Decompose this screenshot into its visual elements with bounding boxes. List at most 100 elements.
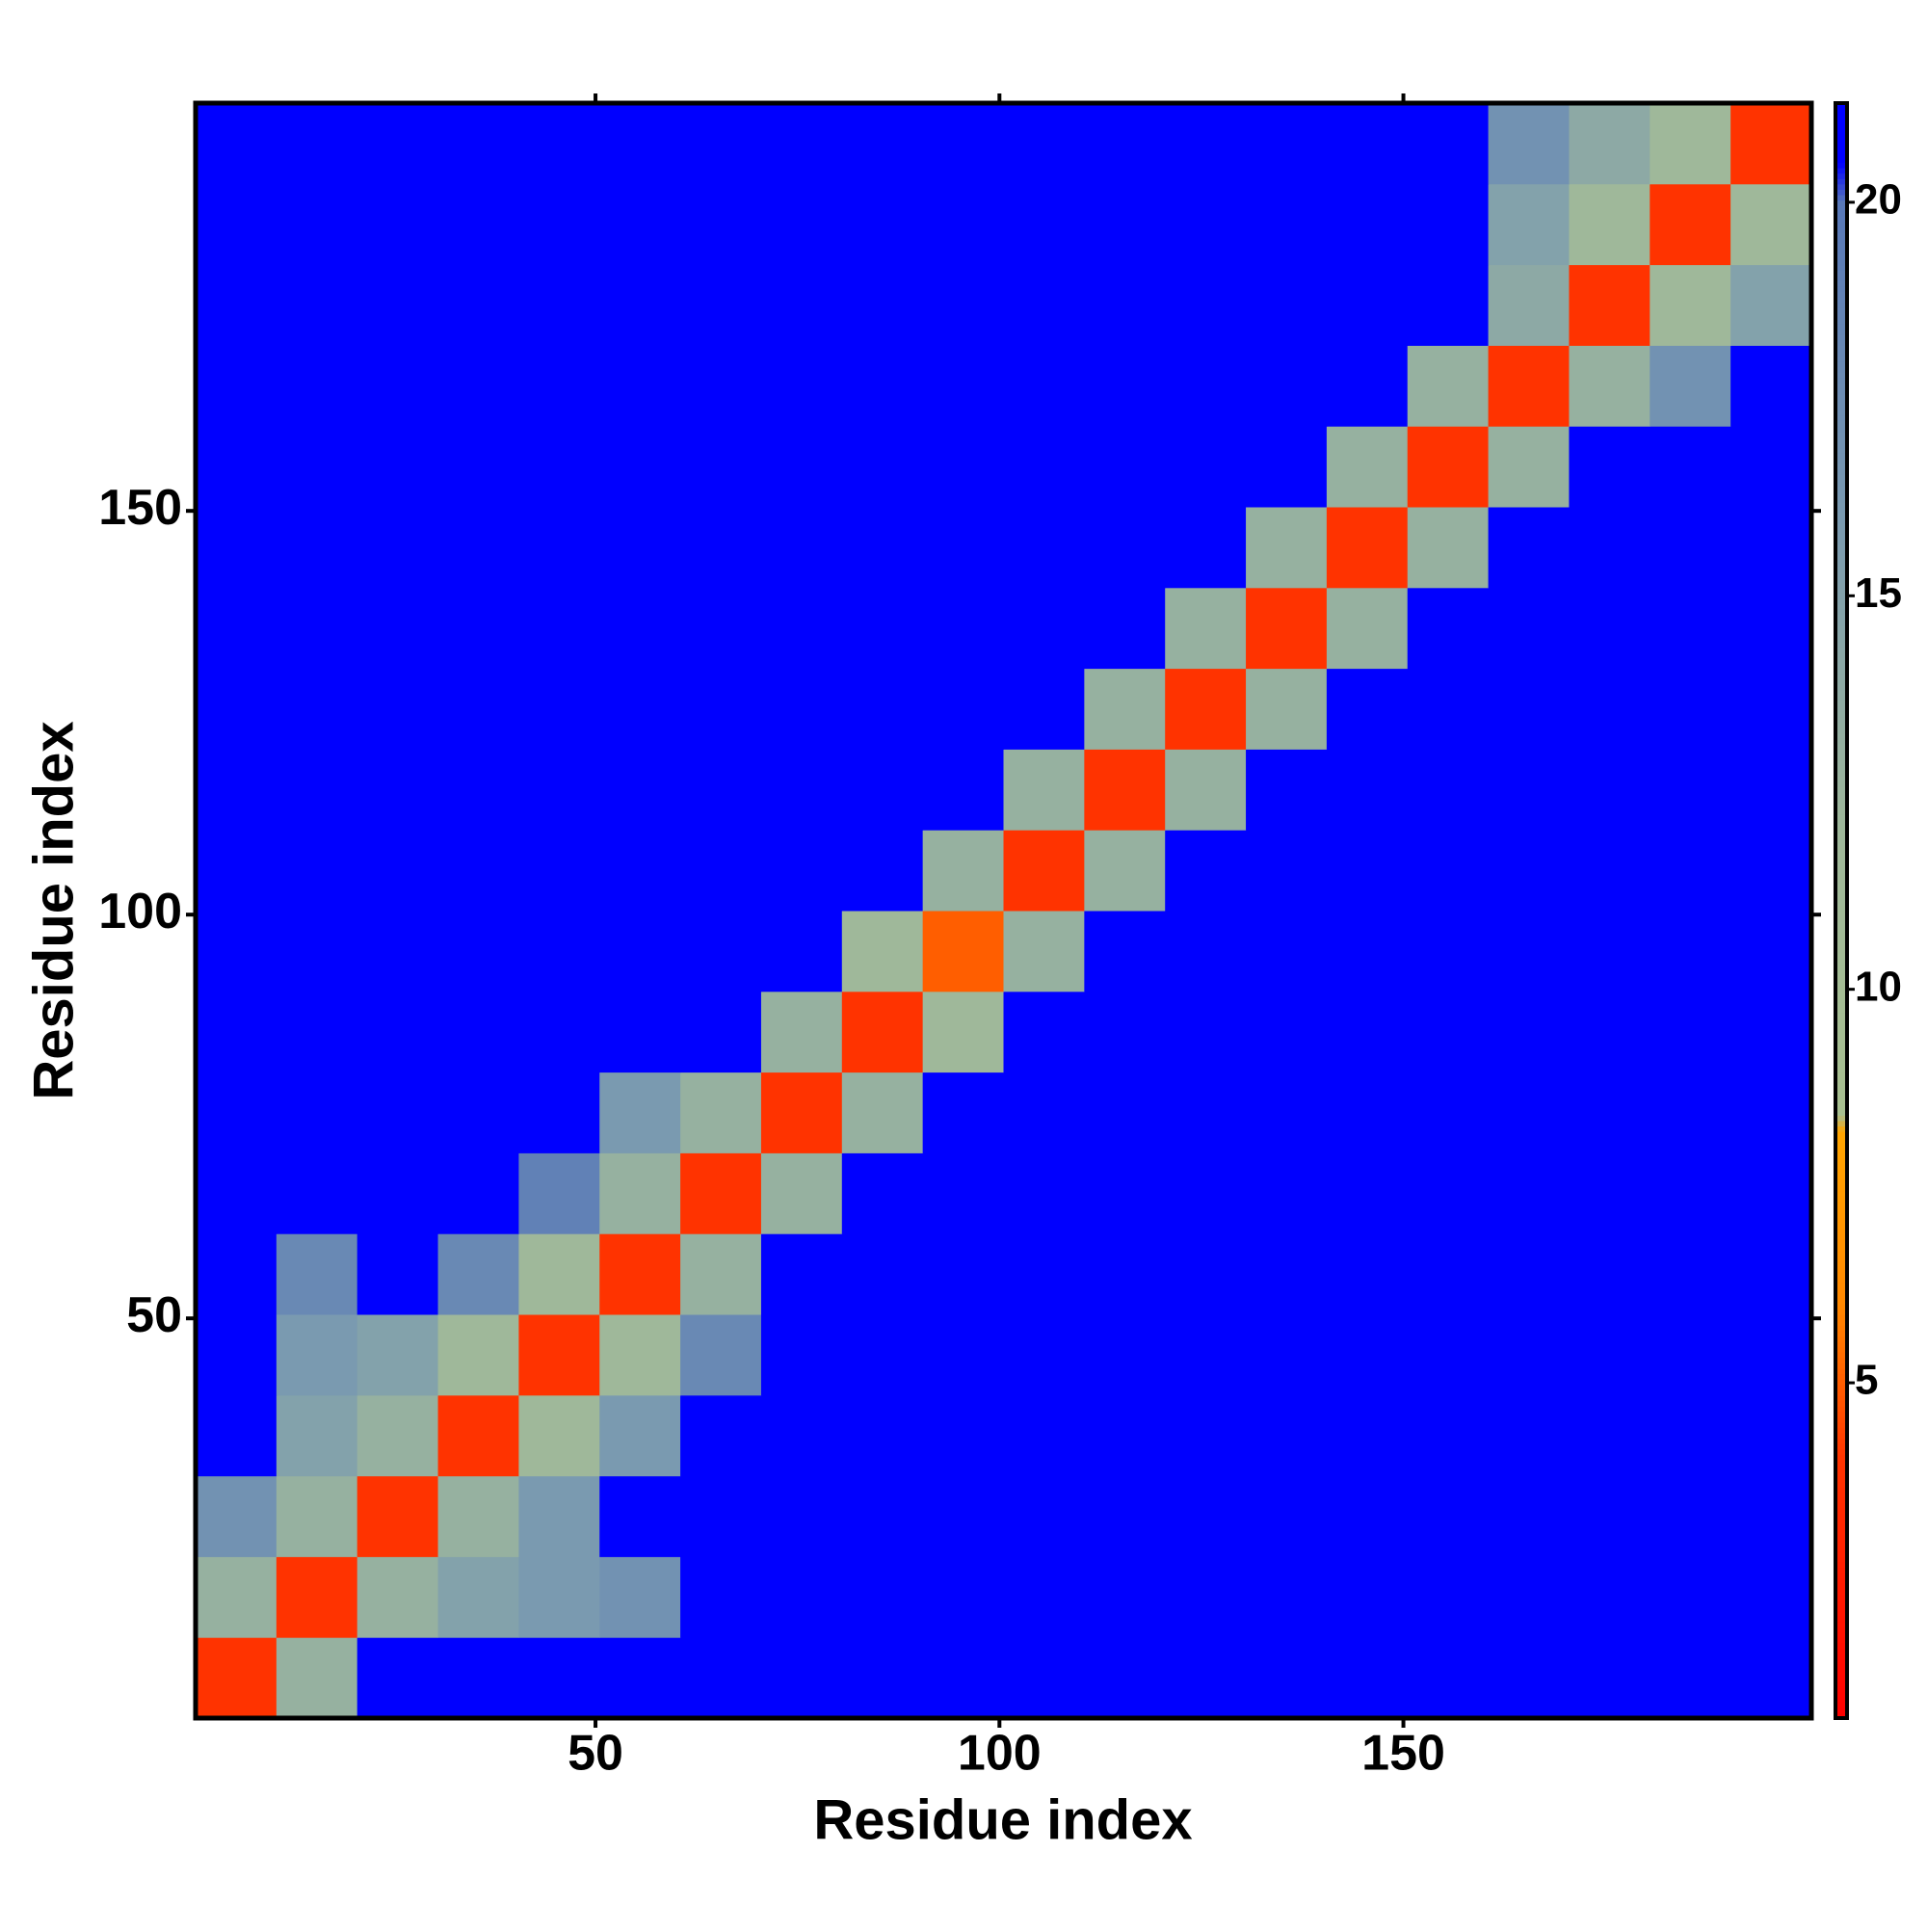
heatmap-cell [1165, 1637, 1247, 1719]
heatmap-cell [1407, 668, 1490, 750]
heatmap-cell [599, 1152, 681, 1234]
colorbar-segment [1835, 1513, 1847, 1520]
heatmap-cell [680, 426, 762, 508]
colorbar-segment [1835, 1104, 1847, 1111]
colorbar-segment [1835, 135, 1847, 142]
heatmap-cell [437, 1072, 519, 1153]
heatmap-cell [1650, 830, 1731, 912]
colorbar-segment [1835, 1588, 1847, 1596]
heatmap-cell [922, 1637, 1004, 1719]
colorbar-segment [1835, 1357, 1847, 1363]
heatmap-cell [1730, 1314, 1812, 1396]
heatmap-cell [1165, 1152, 1247, 1234]
colorbar-segment [1835, 549, 1847, 556]
colorbar-segment [1835, 1550, 1847, 1557]
heatmap-cell [1488, 1072, 1570, 1153]
heatmap-cell [356, 1233, 439, 1315]
colorbar-segment [1835, 1088, 1847, 1095]
heatmap-cell [1730, 1394, 1812, 1477]
colorbar-segment [1835, 1621, 1847, 1628]
heatmap-cell [276, 830, 358, 912]
colorbar-segment [1835, 1325, 1847, 1332]
heatmap-cell [196, 1152, 277, 1234]
heatmap-cell [841, 264, 924, 346]
heatmap-cell [1003, 1637, 1085, 1719]
colorbar-segment [1835, 641, 1847, 648]
heatmap-cell [276, 1475, 358, 1557]
heatmap-cell [1326, 1072, 1409, 1153]
colorbar-segment [1835, 124, 1847, 131]
heatmap-cell [841, 1475, 924, 1557]
heatmap-cell [599, 991, 681, 1073]
colorbar-segment [1835, 636, 1847, 643]
heatmap-cell [841, 426, 924, 508]
heatmap-cell [1730, 668, 1812, 750]
heatmap-cell [356, 1152, 439, 1234]
heatmap-cell [1488, 264, 1570, 346]
colorbar-segment [1835, 1136, 1847, 1143]
heatmap-cell [437, 264, 519, 346]
heatmap-cell [437, 426, 519, 508]
heatmap-cell [1569, 345, 1650, 427]
colorbar-segment [1835, 991, 1847, 997]
heatmap-cell [356, 991, 439, 1073]
heatmap-cell [518, 991, 600, 1073]
heatmap-cell [1650, 103, 1731, 185]
heatmap-cell [1165, 507, 1247, 589]
colorbar-segment [1835, 1098, 1847, 1105]
heatmap-cell [1407, 103, 1490, 185]
colorbar-segment [1835, 975, 1847, 982]
colorbar-segment [1835, 926, 1847, 933]
heatmap-cell [1488, 1637, 1570, 1719]
heatmap-cell [680, 264, 762, 346]
colorbar-segment [1835, 1023, 1847, 1030]
colorbar-segment [1835, 1615, 1847, 1623]
colorbar-segment [1835, 1319, 1847, 1326]
heatmap-cell [760, 183, 843, 266]
colorbar-segment [1835, 1082, 1847, 1089]
colorbar-segment [1835, 1040, 1847, 1046]
colorbar-segment [1835, 1496, 1847, 1504]
heatmap-cell [1165, 345, 1247, 427]
heatmap-cell [680, 749, 762, 831]
colorbar-segment [1835, 1648, 1847, 1654]
colorbar-segment [1835, 587, 1847, 594]
heatmap-cell [1326, 1394, 1409, 1477]
colorbar-segment [1835, 1034, 1847, 1041]
heatmap-cell [276, 264, 358, 346]
colorbar-segment [1835, 1411, 1847, 1417]
colorbar-segment [1835, 1432, 1847, 1440]
heatmap-cell [841, 1314, 924, 1396]
heatmap-cell [518, 1072, 600, 1153]
heatmap-cell [1407, 830, 1490, 912]
heatmap-cell [1407, 587, 1490, 670]
heatmap-cell [276, 587, 358, 670]
heatmap-cell [1165, 668, 1247, 750]
colorbar-segment [1835, 1384, 1847, 1390]
heatmap-cell [518, 668, 600, 750]
heatmap-cell [1165, 183, 1247, 266]
colorbar-segment [1835, 1529, 1847, 1536]
heatmap-cell [1084, 103, 1166, 185]
heatmap-cell [437, 1637, 519, 1719]
y-axis-title: Residue index [22, 721, 85, 1099]
heatmap-cell [1730, 1233, 1812, 1315]
heatmap-cell [922, 103, 1004, 185]
colorbar-tick-label: 10 [1855, 963, 1902, 1010]
colorbar-segment [1835, 776, 1847, 782]
heatmap-cell [680, 1152, 762, 1234]
colorbar-segment [1835, 146, 1847, 152]
heatmap-cell [518, 1637, 600, 1719]
colorbar-segment [1835, 1637, 1847, 1644]
heatmap-cell [760, 587, 843, 670]
heatmap-cell [356, 507, 439, 589]
heatmap-cell [1084, 668, 1166, 750]
colorbar-segment [1835, 1492, 1847, 1498]
colorbar-segment [1835, 189, 1847, 196]
heatmap-cell [1003, 103, 1085, 185]
y-tick-label: 50 [126, 1287, 182, 1343]
colorbar-segment [1835, 566, 1847, 572]
heatmap-cell [437, 830, 519, 912]
heatmap-cell [922, 1394, 1004, 1477]
colorbar-segment [1835, 915, 1847, 922]
